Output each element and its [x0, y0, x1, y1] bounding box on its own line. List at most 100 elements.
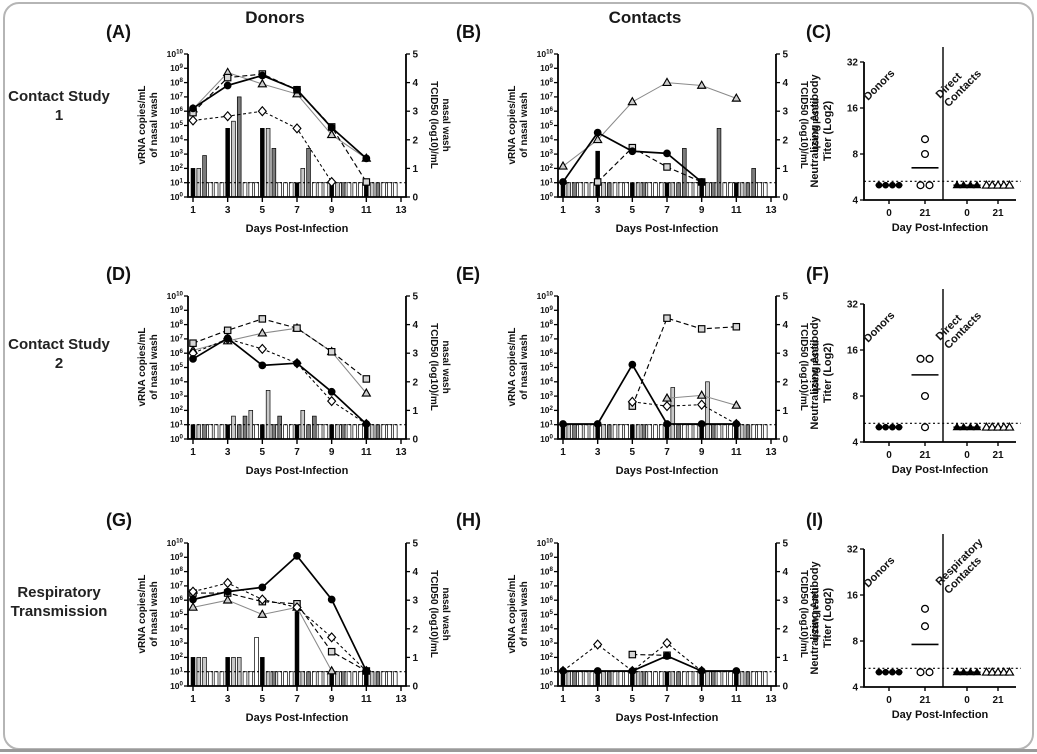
svg-text:5: 5 — [260, 694, 266, 705]
svg-text:102: 102 — [540, 405, 553, 415]
svg-text:vRNA copies/mL: vRNA copies/mL — [507, 327, 518, 406]
svg-text:104: 104 — [170, 623, 183, 633]
svg-text:108: 108 — [540, 319, 553, 329]
svg-text:5: 5 — [260, 205, 266, 216]
panel-b-chart: 100 101 102 103 104 105 106 107 108 109 1010 0 1 2 3 4 5… — [507, 49, 821, 235]
svg-text:9: 9 — [329, 694, 335, 705]
panel-a-chart: 100 101 102 103 104 105 106 107 108 109 1010 0 1 2 3 4 5… — [137, 49, 451, 235]
svg-text:9: 9 — [699, 694, 705, 705]
svg-text:13: 13 — [395, 447, 407, 458]
svg-text:0: 0 — [964, 450, 970, 461]
svg-text:vRNA copies/mL: vRNA copies/mL — [137, 327, 148, 406]
svg-text:106: 106 — [170, 106, 183, 116]
svg-text:104: 104 — [170, 134, 183, 144]
svg-text:103: 103 — [540, 638, 553, 648]
svg-text:13: 13 — [765, 447, 777, 458]
svg-text:4: 4 — [852, 683, 858, 694]
svg-text:105: 105 — [170, 120, 183, 130]
svg-text:16: 16 — [847, 591, 859, 602]
row-label-respiratory-transmission: Respiratory Transmission — [10, 584, 108, 620]
svg-text:32: 32 — [847, 545, 859, 556]
svg-text:Day Post-Infection: Day Post-Infection — [892, 464, 989, 476]
svg-text:3: 3 — [225, 205, 231, 216]
svg-text:107: 107 — [170, 334, 183, 344]
svg-text:107: 107 — [540, 581, 553, 591]
svg-text:5: 5 — [413, 50, 419, 61]
svg-text:104: 104 — [540, 376, 553, 386]
svg-text:nasal wash: nasal wash — [440, 587, 451, 640]
svg-text:0: 0 — [413, 193, 419, 204]
svg-text:102: 102 — [170, 163, 183, 173]
svg-text:1: 1 — [413, 406, 419, 417]
svg-text:TCID50 (log10)/mL: TCID50 (log10)/mL — [428, 323, 439, 411]
svg-text:5: 5 — [413, 292, 419, 303]
svg-text:of nasal wash: of nasal wash — [149, 334, 160, 400]
svg-text:1010: 1010 — [167, 49, 184, 59]
svg-text:109: 109 — [170, 552, 183, 562]
svg-text:5: 5 — [630, 447, 636, 458]
svg-text:1: 1 — [190, 694, 196, 705]
svg-text:104: 104 — [540, 623, 553, 633]
svg-text:Days Post-Infection: Days Post-Infection — [616, 223, 719, 235]
svg-text:9: 9 — [699, 205, 705, 216]
svg-text:100: 100 — [170, 681, 183, 691]
panel-letter-e: (E) — [456, 264, 480, 284]
svg-text:Titer (Log2): Titer (Log2) — [822, 343, 834, 404]
svg-text:108: 108 — [540, 77, 553, 87]
svg-text:3: 3 — [595, 447, 601, 458]
svg-text:TCID50 (log10)/mL: TCID50 (log10)/mL — [798, 81, 809, 169]
svg-text:of nasal wash: of nasal wash — [519, 581, 530, 647]
svg-text:103: 103 — [540, 149, 553, 159]
svg-text:11: 11 — [361, 447, 372, 458]
svg-text:5: 5 — [630, 205, 636, 216]
svg-text:2: 2 — [413, 624, 419, 635]
svg-text:109: 109 — [170, 63, 183, 73]
svg-text:106: 106 — [540, 106, 553, 116]
svg-text:1010: 1010 — [167, 538, 184, 548]
svg-text:7: 7 — [294, 447, 300, 458]
svg-text:nasal wash: nasal wash — [440, 340, 451, 393]
svg-text:106: 106 — [540, 348, 553, 358]
panel-letter-b: (B) — [456, 22, 481, 42]
svg-text:3: 3 — [783, 596, 789, 607]
svg-text:2: 2 — [783, 624, 789, 635]
svg-text:13: 13 — [765, 205, 777, 216]
svg-text:13: 13 — [765, 694, 777, 705]
svg-text:1: 1 — [783, 164, 789, 175]
svg-text:2: 2 — [413, 377, 419, 388]
svg-text:1010: 1010 — [537, 538, 554, 548]
svg-text:108: 108 — [170, 319, 183, 329]
svg-text:Neutralizing Antibody: Neutralizing Antibody — [809, 315, 821, 429]
svg-text:105: 105 — [170, 609, 183, 619]
svg-text:0: 0 — [413, 435, 419, 446]
svg-text:Neutralizing Antibody: Neutralizing Antibody — [809, 560, 821, 674]
svg-text:108: 108 — [170, 566, 183, 576]
svg-text:21: 21 — [919, 208, 931, 219]
svg-text:105: 105 — [540, 609, 553, 619]
svg-text:3: 3 — [413, 349, 419, 360]
svg-text:1: 1 — [560, 694, 566, 705]
svg-text:107: 107 — [170, 92, 183, 102]
svg-text:0: 0 — [783, 193, 789, 204]
svg-text:106: 106 — [540, 595, 553, 605]
svg-text:100: 100 — [540, 434, 553, 444]
panel-letter-h: (H) — [456, 510, 481, 530]
svg-text:0: 0 — [886, 208, 892, 219]
svg-text:Days Post-Infection: Days Post-Infection — [246, 465, 349, 477]
svg-text:11: 11 — [361, 205, 372, 216]
panel-letter-d: (D) — [106, 264, 131, 284]
svg-text:3: 3 — [413, 107, 419, 118]
svg-text:102: 102 — [170, 652, 183, 662]
svg-text:Titer (Log2): Titer (Log2) — [822, 588, 834, 649]
svg-text:1010: 1010 — [537, 49, 554, 59]
svg-text:3: 3 — [783, 349, 789, 360]
svg-text:Days Post-Infection: Days Post-Infection — [616, 712, 719, 724]
svg-text:100: 100 — [540, 192, 553, 202]
svg-text:104: 104 — [540, 134, 553, 144]
svg-text:2: 2 — [783, 377, 789, 388]
svg-text:Donors: Donors — [862, 554, 898, 590]
svg-text:TCID50 (log10)/mL: TCID50 (log10)/mL — [428, 570, 439, 658]
svg-text:108: 108 — [540, 566, 553, 576]
